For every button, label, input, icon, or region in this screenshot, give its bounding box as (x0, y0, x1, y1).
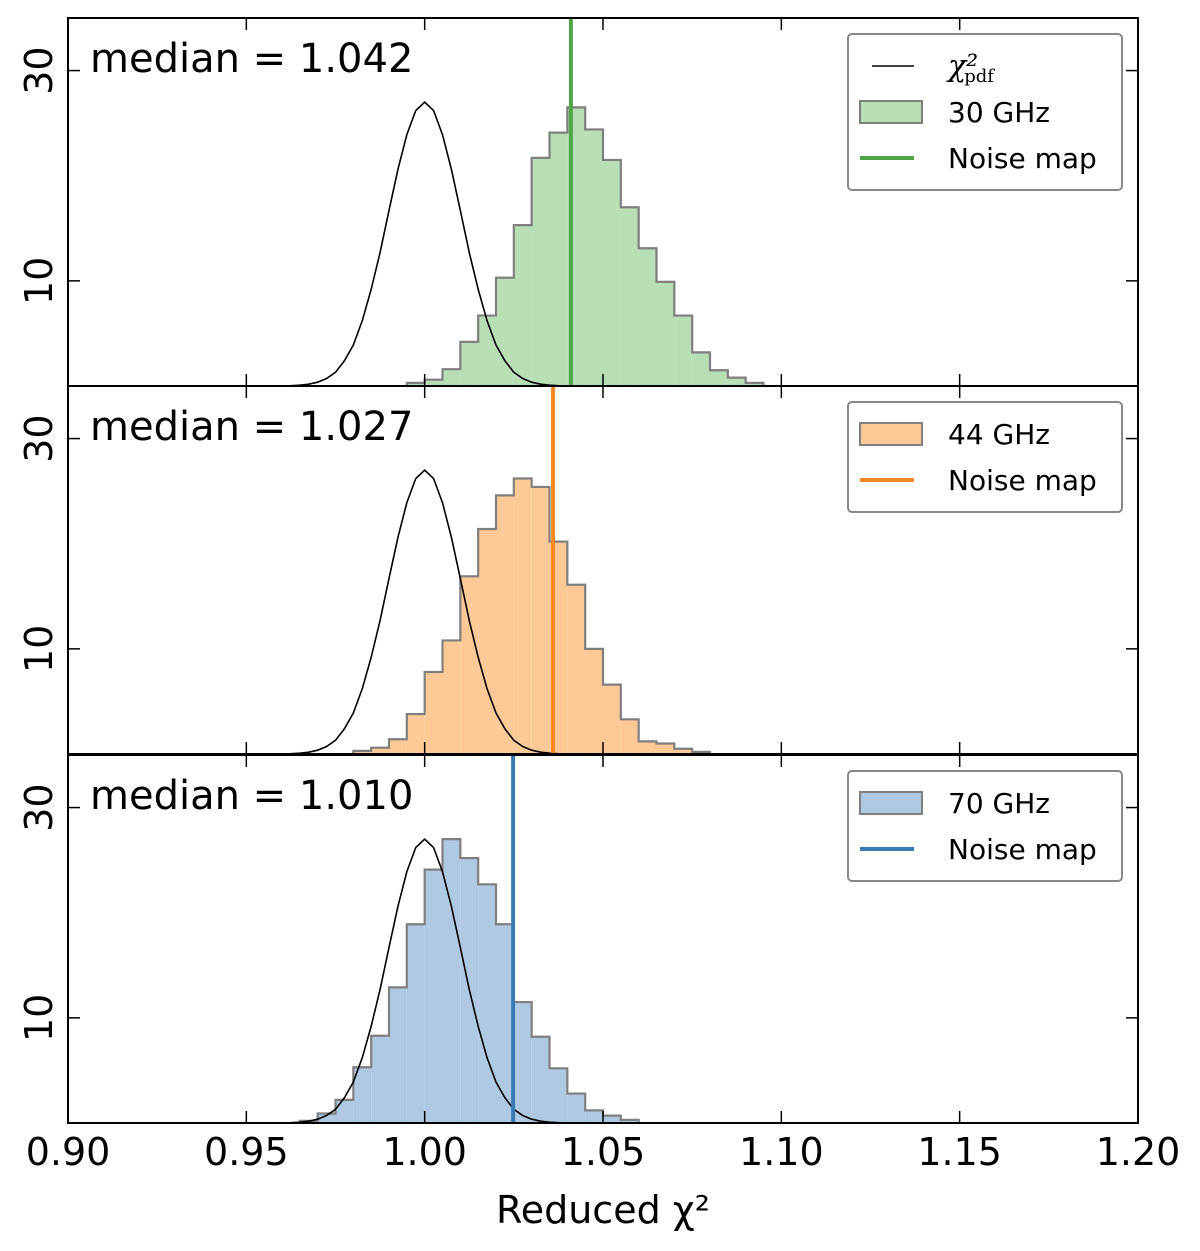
legend-label: Noise map (948, 142, 1097, 175)
histogram-bar (513, 225, 532, 386)
y-tick-label: 30 (17, 46, 61, 94)
histogram-bar (620, 719, 639, 754)
legend-label-main: χ² (946, 49, 978, 84)
legend-label: Noise map (948, 833, 1097, 866)
histogram-bar (620, 207, 639, 386)
histogram-bar (745, 382, 764, 386)
legend-swatch (859, 791, 923, 815)
histogram-bar (335, 1099, 354, 1123)
histogram-outline (405, 106, 765, 386)
histogram-bar (389, 739, 407, 754)
histogram-bar (549, 132, 568, 386)
histogram-bar (513, 1002, 532, 1123)
histogram-bar (603, 684, 621, 754)
histogram-bar (496, 277, 514, 386)
histogram-bar (478, 884, 496, 1123)
histogram-bar (567, 584, 586, 754)
x-tick-label: 1.10 (739, 1130, 824, 1174)
histogram-bar (442, 369, 461, 386)
histogram-bar (460, 341, 479, 386)
legend-label: χ²pdf (946, 49, 995, 87)
histogram-bar (531, 157, 550, 386)
pdf-curve (246, 101, 603, 387)
annotation: median = 1.042 (90, 36, 413, 82)
histogram-bar (460, 576, 479, 754)
histogram-bar (567, 1093, 586, 1123)
x-tick-label: 1.05 (561, 1130, 646, 1174)
histogram-bar (424, 671, 443, 754)
x-tick-label: 0.90 (26, 1130, 111, 1174)
y-tick-label: 10 (17, 625, 61, 673)
histogram-bar (406, 924, 425, 1123)
histogram-bar (549, 1068, 568, 1123)
histogram-bar (603, 159, 621, 386)
histogram-bar (674, 315, 693, 386)
histogram-bar (531, 486, 550, 754)
histogram-bar (478, 315, 496, 386)
histogram-bar (585, 129, 603, 387)
legend-swatch (859, 422, 923, 446)
legend-label: 70 GHz (948, 787, 1050, 820)
x-tick-label: 1.15 (917, 1130, 1002, 1174)
x-tick-label: 1.00 (382, 1130, 467, 1174)
histogram-bar (585, 648, 603, 754)
histogram-bar (638, 741, 657, 754)
histogram-bar (389, 987, 407, 1123)
y-tick-label: 30 (17, 414, 61, 462)
histogram-bar (406, 714, 425, 754)
histogram-bar (442, 839, 461, 1123)
y-tick-label: 10 (17, 994, 61, 1042)
histogram-bar (710, 370, 728, 386)
legend-label-sub: pdf (964, 66, 995, 87)
histogram-bar (496, 924, 514, 1123)
y-tick-label: 30 (17, 783, 61, 831)
legend-label: Noise map (948, 464, 1097, 497)
histogram-bar (531, 1036, 550, 1123)
legend-swatch (859, 100, 923, 124)
annotation: median = 1.027 (90, 404, 413, 450)
legend-box (847, 33, 1123, 191)
histogram-bar (656, 743, 675, 754)
histogram-bar (674, 748, 693, 754)
annotation: median = 1.010 (90, 773, 413, 819)
histogram-bar (620, 1119, 639, 1123)
histogram-bar (371, 1035, 389, 1123)
histogram-outline (352, 477, 712, 754)
x-tick-label: 0.95 (204, 1130, 289, 1174)
x-axis-label: Reduced χ² (496, 1188, 710, 1232)
x-tick-label: 1.20 (1096, 1130, 1181, 1174)
histogram-bar (496, 495, 514, 754)
histogram-bar (424, 869, 443, 1123)
histogram-bar (406, 382, 425, 386)
histogram-bar (513, 478, 532, 754)
legend-label: 30 GHz (948, 96, 1050, 129)
histogram-bar (656, 281, 675, 386)
histogram-bar (317, 1113, 336, 1123)
histogram-bar (371, 747, 389, 754)
pdf-curve (246, 469, 603, 755)
pdf-curve (246, 838, 603, 1124)
histogram-bar (692, 352, 710, 386)
histogram-bar (353, 750, 372, 754)
y-tick-label: 10 (17, 257, 61, 305)
histogram-bar (442, 640, 461, 754)
histogram-bar (727, 377, 746, 386)
histogram-bar (585, 1110, 603, 1123)
histogram-bar (353, 1067, 372, 1123)
histogram-bar (638, 248, 657, 386)
legend-label: 44 GHz (948, 418, 1050, 451)
histogram-bar (478, 528, 496, 754)
histogram-bar (603, 1115, 621, 1123)
histogram-bar (424, 379, 443, 386)
